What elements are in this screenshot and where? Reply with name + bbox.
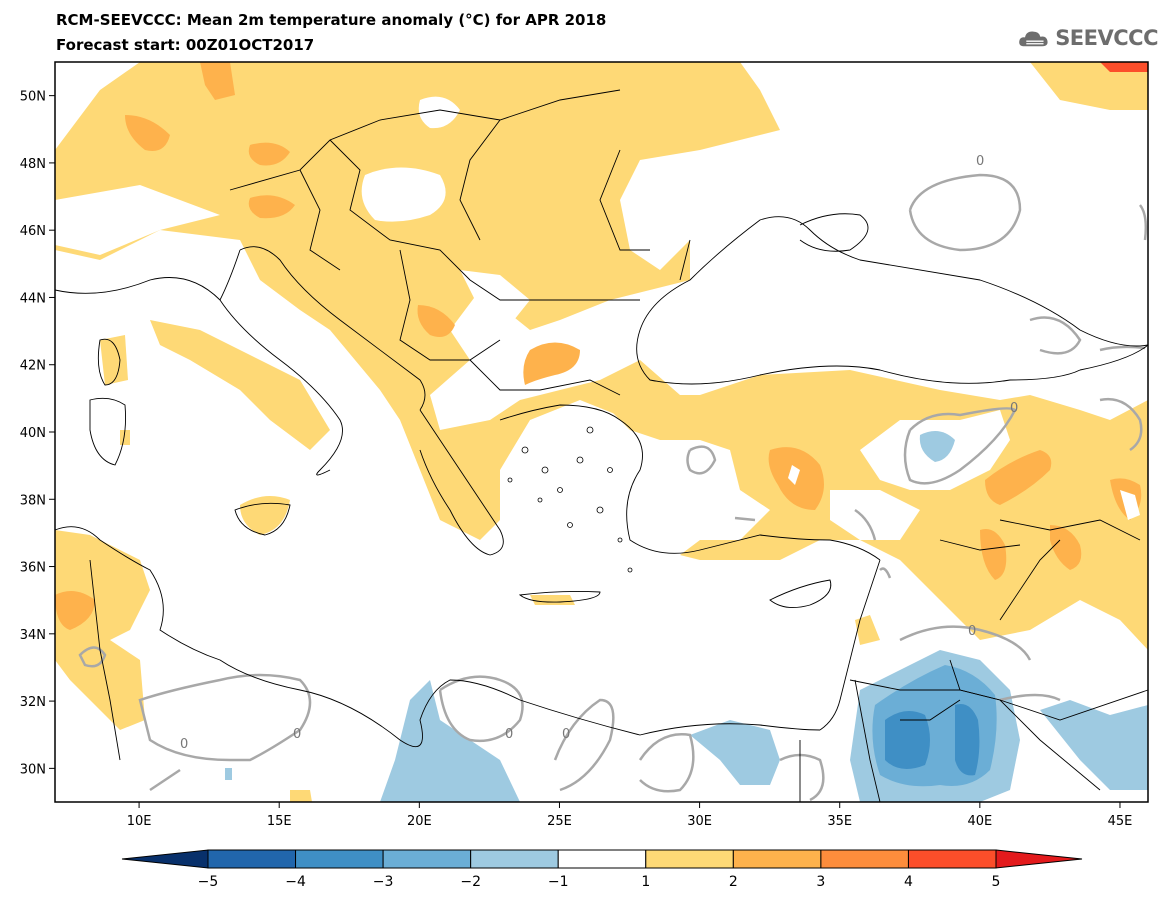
lon-tick-label: 15E [267, 814, 292, 829]
anomaly-fills-cold [225, 431, 1148, 802]
lat-tick-label: 42N [20, 359, 46, 374]
map-title: RCM-SEEVCCC: Mean 2m temperature anomaly… [56, 11, 607, 29]
colorbar-label: −3 [373, 874, 394, 890]
colorbar-max-arrow [995, 849, 1083, 869]
lon-tick-label: 30E [687, 814, 712, 829]
colorbar-swatch [557, 849, 647, 869]
lat-tick-label: 46N [20, 224, 46, 239]
longitude-axis: 10E 15E 20E 25E 30E 35E 40E 45E [127, 802, 1133, 829]
colorbar-min-arrow [121, 849, 209, 869]
lat-tick-label: 40N [20, 426, 46, 441]
colorbar-label: 1 [641, 874, 650, 890]
lat-tick-label: 34N [20, 628, 46, 643]
lat-tick-label: 48N [20, 157, 46, 172]
colorbar-label: −5 [198, 874, 219, 890]
contour-label: 0 [968, 624, 976, 639]
latitude-axis: 50N 48N 46N 44N 42N 40N 38N 36N 34N 32N 30N [20, 90, 55, 777]
anomaly-fills-orange [55, 62, 1148, 630]
contour-label: 0 [976, 154, 984, 169]
lat-tick-label: 44N [20, 291, 46, 306]
colorbar-label: 3 [816, 874, 825, 890]
colorbar-swatch [732, 849, 822, 869]
coastlines-borders [54, 89, 1149, 803]
colorbar-label: 2 [729, 874, 738, 890]
lon-tick-label: 25E [547, 814, 572, 829]
colorbar-label: −4 [285, 874, 306, 890]
colorbar: −5 −4 −3 −2 −1 1 2 3 4 5 [121, 849, 1083, 890]
lat-tick-label: 50N [20, 90, 46, 105]
contour-label: 0 [505, 727, 513, 742]
logo-text: SEEVCCC [1055, 26, 1158, 50]
lon-tick-label: 20E [407, 814, 432, 829]
contour-label: 0 [562, 727, 570, 742]
colorbar-swatch [645, 849, 734, 869]
lon-tick-label: 40E [967, 814, 992, 829]
zero-contours [78, 173, 1148, 802]
colorbar-swatch [470, 849, 559, 869]
colorbar-label: −1 [548, 874, 569, 890]
lon-tick-label: 10E [127, 814, 152, 829]
colorbar-swatch [207, 849, 297, 869]
seevccc-logo: SEEVCCC [1018, 22, 1158, 54]
lat-tick-label: 32N [20, 695, 46, 710]
lat-tick-label: 36N [20, 561, 46, 576]
lat-tick-label: 30N [20, 762, 46, 777]
colorbar-label: 5 [992, 874, 1001, 890]
contour-label: 0 [180, 737, 188, 752]
lon-tick-label: 45E [1108, 814, 1133, 829]
contour-label: 0 [1010, 401, 1018, 416]
warm-region-europe [55, 62, 780, 540]
lon-tick-label: 35E [827, 814, 852, 829]
colorbar-swatch [820, 849, 909, 869]
colorbar-swatch [382, 849, 472, 869]
contour-labels: 0 0 0 0 0 0 0 [180, 154, 1018, 752]
cloud-logo-icon [1019, 31, 1048, 47]
colorbar-label: −2 [460, 874, 481, 890]
lat-tick-label: 38N [20, 493, 46, 508]
contour-label: 0 [293, 727, 301, 742]
colorbar-swatch [907, 849, 997, 869]
colorbar-swatch [295, 849, 384, 869]
anomaly-fills [55, 62, 1148, 802]
forecast-start-label: Forecast start: 00Z01OCT2017 [56, 36, 315, 54]
colorbar-label: 4 [904, 874, 913, 890]
aegean-islands [507, 426, 633, 573]
